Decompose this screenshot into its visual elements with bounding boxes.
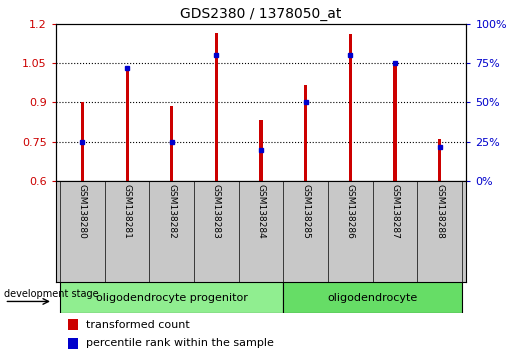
Text: GSM138282: GSM138282 xyxy=(167,184,176,239)
Text: GSM138287: GSM138287 xyxy=(391,184,400,239)
Text: GSM138284: GSM138284 xyxy=(257,184,266,239)
Title: GDS2380 / 1378050_at: GDS2380 / 1378050_at xyxy=(180,7,342,21)
Bar xyxy=(260,120,262,181)
Bar xyxy=(284,282,462,313)
Text: percentile rank within the sample: percentile rank within the sample xyxy=(86,338,275,348)
Bar xyxy=(68,319,78,330)
Bar xyxy=(215,33,218,181)
Text: development stage: development stage xyxy=(4,289,99,299)
Bar xyxy=(349,34,352,181)
Bar xyxy=(170,107,173,181)
Text: oligodendrocyte progenitor: oligodendrocyte progenitor xyxy=(96,293,248,303)
Bar xyxy=(438,139,441,181)
Text: GSM138281: GSM138281 xyxy=(122,184,131,239)
Text: GSM138286: GSM138286 xyxy=(346,184,355,239)
Text: oligodendrocyte: oligodendrocyte xyxy=(328,293,418,303)
Bar xyxy=(81,102,84,181)
Text: GSM138280: GSM138280 xyxy=(78,184,87,239)
Text: GSM138283: GSM138283 xyxy=(212,184,221,239)
Bar xyxy=(68,338,78,349)
Text: GSM138288: GSM138288 xyxy=(435,184,444,239)
Bar xyxy=(126,66,129,181)
Bar xyxy=(60,282,284,313)
Text: transformed count: transformed count xyxy=(86,320,190,330)
Bar xyxy=(393,63,396,181)
Text: GSM138285: GSM138285 xyxy=(301,184,310,239)
Bar xyxy=(304,85,307,181)
